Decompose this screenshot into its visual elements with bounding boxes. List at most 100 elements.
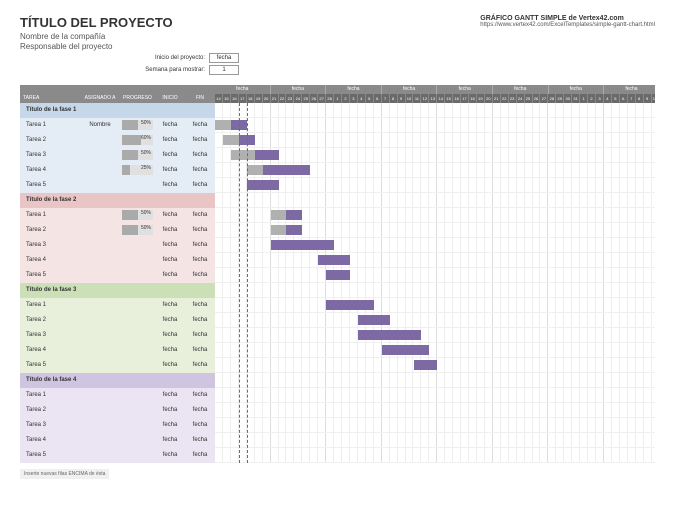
progress-bar <box>382 345 430 355</box>
timeline-row <box>215 388 655 403</box>
timeline-panel: fechafechafechafechafechafechafechafecha… <box>215 85 655 463</box>
day-cell: 2 <box>588 94 596 103</box>
timeline-row <box>215 448 655 463</box>
day-cell: 24 <box>517 94 525 103</box>
day-cell: 8 <box>636 94 644 103</box>
task-name: Tarea 1 <box>20 120 80 130</box>
day-cell: 19 <box>255 94 263 103</box>
column-headers: TAREA ASIGNADO A PROGRESO INICIO FIN <box>20 85 215 103</box>
week-label: fecha <box>271 85 327 94</box>
task-start: fecha <box>155 435 185 445</box>
task-row[interactable]: Tarea 4fechafecha <box>20 253 215 268</box>
task-end: fecha <box>185 315 215 325</box>
task-progress: 25% <box>120 163 155 177</box>
progress-bar-done <box>271 225 287 235</box>
task-end: fecha <box>185 300 215 310</box>
progress-bar <box>358 315 390 325</box>
task-row[interactable]: Tarea 350%fechafecha <box>20 148 215 163</box>
week-display-input[interactable]: 1 <box>209 65 239 75</box>
task-assigned <box>80 393 120 397</box>
phase-header: Título de la fase 2 <box>20 193 215 208</box>
start-date-label: Inicio del proyecto: <box>135 55 205 61</box>
task-assigned <box>80 408 120 412</box>
task-progress <box>120 273 155 277</box>
task-progress <box>120 363 155 367</box>
day-cell: 4 <box>358 94 366 103</box>
task-assigned <box>80 438 120 442</box>
day-cell: 13 <box>429 94 437 103</box>
today-marker <box>239 103 240 463</box>
day-cell: 19 <box>477 94 485 103</box>
day-cell: 15 <box>445 94 453 103</box>
task-end: fecha <box>185 405 215 415</box>
task-progress <box>120 258 155 262</box>
task-assigned <box>80 303 120 307</box>
progress-bar-done <box>247 165 263 175</box>
task-end: fecha <box>185 150 215 160</box>
day-cell: 22 <box>501 94 509 103</box>
task-row[interactable]: Tarea 4fechafecha <box>20 343 215 358</box>
timeline-row <box>215 118 655 133</box>
task-row[interactable]: Tarea 1fechafecha <box>20 388 215 403</box>
task-end: fecha <box>185 225 215 235</box>
day-cell: 22 <box>279 94 287 103</box>
task-row[interactable]: Tarea 425%fechafecha <box>20 163 215 178</box>
task-end: fecha <box>185 120 215 130</box>
timeline-row <box>215 358 655 373</box>
task-start: fecha <box>155 420 185 430</box>
task-row[interactable]: Tarea 3fechafecha <box>20 238 215 253</box>
day-cell: 20 <box>263 94 271 103</box>
task-row[interactable]: Tarea 1Nombre50%fechafecha <box>20 118 215 133</box>
day-cell: 10 <box>406 94 414 103</box>
timeline-row <box>215 313 655 328</box>
task-assigned: Nombre <box>80 120 120 130</box>
footer-note: Inserte nuevas filas ENCIMA de ésta <box>20 469 109 479</box>
col-assigned-header: ASIGNADO A <box>80 93 120 103</box>
task-row[interactable]: Tarea 5fechafecha <box>20 178 215 193</box>
task-assigned <box>80 168 120 172</box>
task-assigned <box>80 183 120 187</box>
col-start-header: INICIO <box>155 93 185 103</box>
day-cell: 7 <box>382 94 390 103</box>
task-row[interactable]: Tarea 5fechafecha <box>20 358 215 373</box>
task-name: Tarea 4 <box>20 255 80 265</box>
phase-header: Título de la fase 3 <box>20 283 215 298</box>
col-progress-header: PROGRESO <box>120 93 155 103</box>
day-cell: 9 <box>398 94 406 103</box>
progress-bar-done <box>215 120 231 130</box>
day-cell: 21 <box>271 94 279 103</box>
task-assigned <box>80 258 120 262</box>
week-label: fecha <box>493 85 549 94</box>
task-row[interactable]: Tarea 3fechafecha <box>20 328 215 343</box>
task-row[interactable]: Tarea 1fechafecha <box>20 298 215 313</box>
task-start: fecha <box>155 405 185 415</box>
task-row[interactable]: Tarea 5fechafecha <box>20 448 215 463</box>
day-cell: 8 <box>390 94 398 103</box>
day-cell: 17 <box>461 94 469 103</box>
task-progress <box>120 408 155 412</box>
task-row[interactable]: Tarea 2fechafecha <box>20 313 215 328</box>
day-cell: 27 <box>540 94 548 103</box>
progress-bar <box>358 330 422 340</box>
task-row[interactable]: Tarea 4fechafecha <box>20 433 215 448</box>
task-end: fecha <box>185 165 215 175</box>
today-marker-2 <box>247 103 248 463</box>
timeline-row <box>215 253 655 268</box>
start-date-input[interactable]: fecha <box>209 53 239 63</box>
controls: Inicio del proyecto: fecha Semana para m… <box>135 53 655 75</box>
task-row[interactable]: Tarea 260%fechafecha <box>20 133 215 148</box>
task-row[interactable]: Tarea 2fechafecha <box>20 403 215 418</box>
day-cell: 6 <box>620 94 628 103</box>
task-name: Tarea 5 <box>20 180 80 190</box>
gantt-grid: TAREA ASIGNADO A PROGRESO INICIO FIN Tít… <box>20 85 655 463</box>
task-row[interactable]: Tarea 5fechafecha <box>20 268 215 283</box>
source-title: GRÁFICO GANTT SIMPLE de Vertex42.com <box>480 15 655 22</box>
task-progress: 50% <box>120 223 155 237</box>
day-cell: 18 <box>469 94 477 103</box>
task-row[interactable]: Tarea 250%fechafecha <box>20 223 215 238</box>
timeline-row <box>215 133 655 148</box>
task-progress <box>120 303 155 307</box>
task-name: Tarea 4 <box>20 165 80 175</box>
task-row[interactable]: Tarea 3fechafecha <box>20 418 215 433</box>
task-row[interactable]: Tarea 150%fechafecha <box>20 208 215 223</box>
